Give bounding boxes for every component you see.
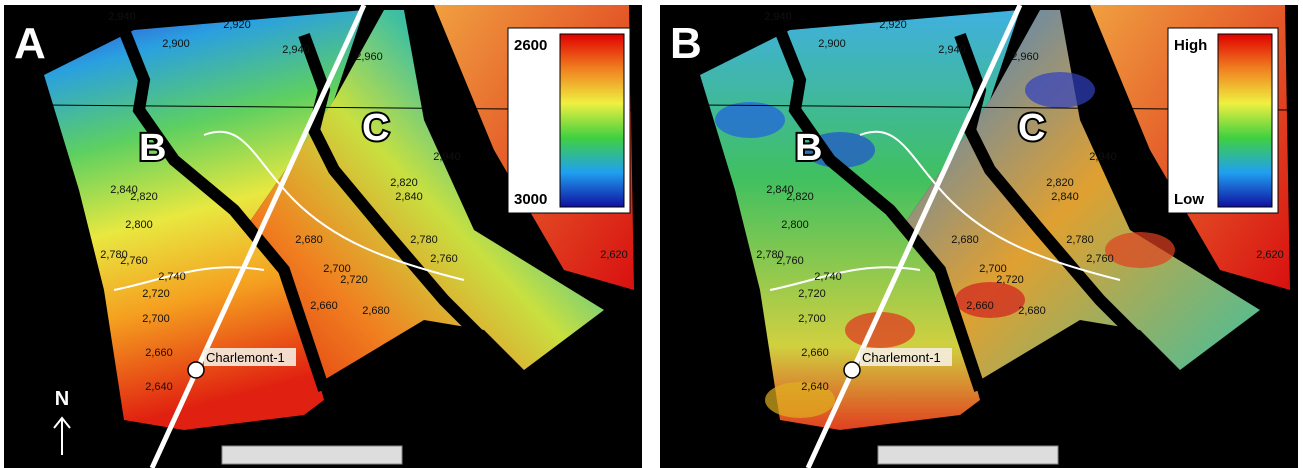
contour-label: 2,820 bbox=[1046, 177, 1074, 189]
contour-label: 2,840 bbox=[110, 184, 138, 196]
contour-line bbox=[859, 130, 1121, 281]
contour-label: 2,700 bbox=[323, 263, 351, 275]
well-path bbox=[805, 3, 1023, 468]
amplitude-patch bbox=[955, 282, 1025, 318]
contour-label: 2,900 bbox=[162, 38, 190, 50]
contour-label: 2,720 bbox=[340, 274, 368, 286]
contour-label: 2,640 bbox=[145, 381, 173, 393]
contour-label: 2,660 bbox=[310, 300, 338, 312]
contour-label: 2,840 bbox=[1051, 191, 1079, 203]
legend-bottom-label: 3000 bbox=[514, 191, 547, 208]
contour-label: 2,660 bbox=[966, 300, 994, 312]
fault bbox=[774, 27, 986, 392]
contour-line bbox=[203, 130, 465, 281]
contour-label: 2,820 bbox=[390, 177, 418, 189]
scale-bar bbox=[221, 445, 403, 465]
amplitude-patch bbox=[1025, 72, 1095, 108]
contour-label: 2,720 bbox=[996, 274, 1024, 286]
fault-block-label: B bbox=[139, 127, 166, 169]
well-label: Charlemont-1 bbox=[862, 350, 941, 365]
panel-label: A bbox=[14, 19, 46, 68]
fault-block-label: C bbox=[362, 107, 389, 149]
contour-label: 2,820 bbox=[786, 191, 814, 203]
legend-colorbar bbox=[559, 33, 625, 208]
contour-label: 2,760 bbox=[430, 253, 458, 265]
contour-label: 2,660 bbox=[145, 347, 173, 359]
contour-label: 2,640 bbox=[801, 381, 829, 393]
contour-label: 2,700 bbox=[142, 313, 170, 325]
panel-label: B bbox=[670, 19, 702, 68]
amplitude-patch bbox=[1105, 232, 1175, 268]
contour-label: 2,720 bbox=[798, 288, 826, 300]
contour-label: 2,800 bbox=[125, 219, 153, 231]
fault-block bbox=[244, 10, 604, 380]
contour-label: 2,900 bbox=[818, 38, 846, 50]
legend-top-label: High bbox=[1174, 37, 1207, 54]
contour-label: 2,940 bbox=[1089, 151, 1117, 163]
amplitude-patch bbox=[765, 382, 835, 418]
contour-label: 2,940 bbox=[282, 44, 310, 56]
contour-label: 2,960 bbox=[355, 51, 383, 63]
contour-label: 2,840 bbox=[766, 184, 794, 196]
contour-label: 2,820 bbox=[130, 191, 158, 203]
amplitude-patch bbox=[715, 102, 785, 138]
contour-label: 2,940 bbox=[764, 11, 792, 23]
amplitude-patch bbox=[845, 312, 915, 348]
contour-label: 2,840 bbox=[395, 191, 423, 203]
contour-label: 2,680 bbox=[295, 234, 323, 246]
contour-label: 2,940 bbox=[108, 11, 136, 23]
legend-top-label: 2600 bbox=[514, 37, 547, 54]
well-path bbox=[149, 3, 367, 468]
contour-label: 2,680 bbox=[362, 305, 390, 317]
north-label: N bbox=[55, 388, 69, 410]
fault-block-label: C bbox=[1018, 107, 1045, 149]
contour-label: 2,720 bbox=[142, 288, 170, 300]
contour-label: 2,940 bbox=[938, 44, 966, 56]
contour-label: 2,780 bbox=[410, 234, 438, 246]
contour-label: 2,780 bbox=[100, 249, 128, 261]
contour-label: 2,760 bbox=[120, 255, 148, 267]
well-label-bg bbox=[204, 348, 296, 366]
legend-colorbar bbox=[1217, 33, 1273, 208]
contour-label: 2,740 bbox=[158, 271, 186, 283]
contour-label: 2,620 bbox=[1256, 249, 1284, 261]
fault-block bbox=[44, 10, 364, 430]
fault bbox=[118, 27, 330, 392]
contour-label: 2,680 bbox=[1018, 305, 1046, 317]
contour-label: 2,780 bbox=[756, 249, 784, 261]
contour-label: 2,800 bbox=[781, 219, 809, 231]
contour-label: 2,760 bbox=[1086, 253, 1114, 265]
well-label-bg bbox=[860, 348, 952, 366]
contour-label: 2,760 bbox=[776, 255, 804, 267]
legend-bottom-label: Low bbox=[1174, 191, 1204, 208]
contour-label: 2,700 bbox=[798, 313, 826, 325]
well-marker bbox=[187, 361, 205, 379]
contour-label: 2,920 bbox=[223, 19, 251, 31]
contour-label: 2,620 bbox=[600, 249, 628, 261]
well-marker bbox=[843, 361, 861, 379]
north-arrow bbox=[53, 416, 71, 455]
well-label: Charlemont-1 bbox=[206, 350, 285, 365]
contour-label: 2,920 bbox=[879, 19, 907, 31]
contour-label: 2,960 bbox=[1011, 51, 1039, 63]
scale-bar bbox=[877, 445, 1059, 465]
fault-block-label: B bbox=[795, 127, 822, 169]
contour-label: 2,660 bbox=[801, 347, 829, 359]
contour-label: 2,940 bbox=[433, 151, 461, 163]
contour-label: 2,780 bbox=[1066, 234, 1094, 246]
contour-label: 2,700 bbox=[979, 263, 1007, 275]
contour-label: 2,680 bbox=[951, 234, 979, 246]
contour-label: 2,740 bbox=[814, 271, 842, 283]
